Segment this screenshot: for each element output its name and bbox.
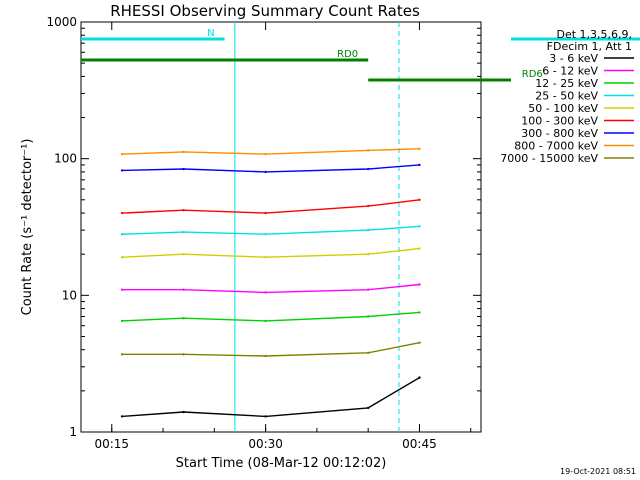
series-2-point-1 [182, 317, 185, 320]
series-0-point-4 [418, 376, 421, 379]
series-7-point-2 [264, 152, 267, 156]
series-7-point-4 [418, 147, 421, 151]
series-2-point-2 [264, 319, 267, 323]
plot-area [80, 21, 482, 433]
series-3-point-3 [366, 228, 370, 232]
plot-frame [80, 21, 482, 433]
gap-layer [234, 22, 400, 432]
x-axis-label: Start Time (08-Mar-12 00:12:02) [176, 456, 387, 471]
series-2-point-4 [418, 311, 421, 314]
legend-label-4: 50 - 100 keV [528, 102, 598, 115]
series-line-7 [121, 148, 420, 155]
legend-header-1: FDecim 1, Att 1 [547, 40, 632, 53]
series-2-point-0 [120, 319, 124, 323]
legend-header-0: Det 1,3,5,6,9, [556, 28, 632, 41]
x-axis-ticks: 00:15 00:30 00:45 [94, 22, 472, 451]
series-5-point-3 [366, 204, 370, 208]
series-5-point-0 [120, 211, 124, 215]
x-tick-label-2: 00:45 [402, 437, 437, 451]
series-3-point-4 [418, 225, 421, 228]
annotation-label-2: RD6 [522, 69, 543, 80]
legend-label-2: 12 - 25 keV [535, 77, 598, 90]
series-6-point-3 [366, 167, 370, 171]
y-tick-label-1: 10 [62, 288, 77, 302]
legend-label-7: 800 - 7000 keV [514, 140, 598, 153]
series-7-point-3 [366, 149, 370, 152]
series-8-point-2 [264, 354, 267, 358]
series-8-point-3 [366, 351, 370, 354]
legend-label-1: 6 - 12 keV [542, 65, 598, 78]
series-8-point-4 [418, 341, 421, 344]
legend-label-6: 300 - 800 keV [521, 127, 598, 140]
x-tick-label-0: 00:15 [94, 437, 129, 451]
annotation-label-1: RD0 [337, 49, 358, 60]
x-tick-label-1: 00:30 [248, 437, 283, 451]
y-tick-label-0: 1 [69, 425, 77, 439]
series-4-point-3 [366, 252, 370, 256]
series-line-5 [121, 199, 420, 214]
series-line-0 [121, 376, 420, 418]
series-5-point-2 [264, 211, 267, 215]
series-0-point-0 [120, 415, 124, 418]
series-3-point-1 [182, 230, 185, 234]
y-axis-ticks: 1 10 100 1000 [46, 15, 481, 439]
series-3-point-2 [264, 233, 267, 236]
series-6-point-4 [418, 163, 421, 167]
series-3-point-0 [120, 233, 124, 236]
series-4-point-1 [182, 252, 185, 256]
legend-label-5: 100 - 300 keV [521, 115, 598, 128]
series-6-point-0 [120, 169, 124, 172]
legend-label-0: 3 - 6 keV [549, 52, 598, 65]
annotation-label-0: N [207, 28, 214, 39]
series-1-point-2 [264, 291, 267, 294]
series-layer [120, 147, 421, 418]
y-axis-label: Count Rate (s⁻¹ detector⁻¹) [20, 139, 35, 316]
y-tick-label-3: 1000 [46, 15, 77, 29]
series-1-point-1 [182, 288, 185, 291]
series-0-point-2 [264, 415, 267, 418]
series-1-point-4 [418, 283, 421, 286]
legend-label-3: 25 - 50 keV [535, 90, 598, 103]
legend-label-8: 7000 - 15000 keV [500, 152, 598, 165]
series-0-point-1 [182, 410, 185, 414]
timestamp: 19-Oct-2021 08:51 [560, 467, 636, 476]
series-line-4 [121, 247, 420, 258]
series-6-point-2 [264, 170, 267, 174]
series-1-point-0 [120, 288, 124, 291]
series-4-point-2 [264, 256, 267, 259]
series-6-point-1 [182, 167, 185, 171]
series-8-point-1 [182, 353, 185, 356]
series-4-point-0 [120, 256, 124, 259]
legend: Det 1,3,5,6,9,FDecim 1, Att 13 - 6 keV6 … [500, 28, 634, 165]
y-tick-label-2: 100 [54, 152, 77, 166]
series-4-point-4 [418, 247, 421, 250]
series-2-point-3 [366, 315, 370, 318]
series-7-point-1 [182, 150, 185, 154]
series-5-point-1 [182, 208, 185, 212]
series-line-1 [122, 283, 420, 294]
series-7-point-0 [120, 152, 124, 156]
series-line-2 [121, 311, 420, 322]
series-line-3 [121, 225, 420, 235]
series-line-8 [122, 342, 420, 357]
series-line-6 [121, 164, 420, 173]
series-8-point-0 [120, 353, 124, 356]
series-5-point-4 [418, 198, 421, 202]
chart-title: RHESSI Observing Summary Count Rates [110, 2, 420, 20]
series-0-point-3 [366, 406, 370, 410]
series-1-point-3 [366, 288, 370, 291]
annotation-layer: N RD0 RD6 [81, 28, 640, 82]
